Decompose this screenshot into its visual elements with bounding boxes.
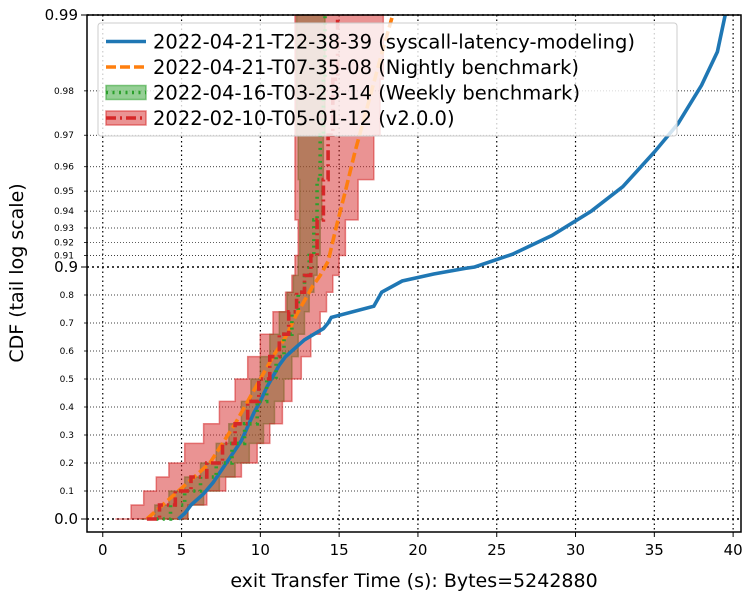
y-minor-tick-label: 0.4 (60, 403, 75, 413)
y-minor-tick-label: 0.97 (54, 131, 74, 141)
y-minor-tick-label: 0.93 (54, 224, 74, 234)
axis-ticks (81, 14, 734, 537)
legend: 2022-04-21-T22-38-39 (syscall-latency-mo… (97, 22, 678, 137)
y-minor-tick-label: 0.91 (54, 251, 74, 261)
x-tick-label: 10 (251, 541, 270, 559)
x-axis-label: exit Transfer Time (s): Bytes=5242880 (230, 570, 597, 592)
x-tick-label: 20 (408, 541, 427, 559)
y-minor-tick-label: 0.8 (60, 291, 75, 301)
y-minor-tick-label: 0.3 (60, 431, 74, 441)
y-minor-tick-label: 0.94 (54, 207, 74, 217)
y-minor-tick-label: 0.6 (60, 347, 75, 357)
legend-entry-4: 2022-02-10-T05-01-12 (v2.0.0) (153, 107, 455, 130)
series-lines (145, 14, 727, 521)
y-major-tick-label: 0.99 (45, 6, 78, 24)
series-4-line (146, 15, 340, 521)
y-axis-label: CDF (tail log scale) (6, 183, 28, 362)
x-tick-label: 30 (566, 541, 585, 559)
x-tick-label: 0 (98, 541, 108, 559)
x-tick-label: 5 (177, 541, 187, 559)
axis-tick-labels: 0 5 10 15 20 25 30 35 40 0.0 0.9 0.99 0.1 0.2 0.3 0.4 0.… (45, 6, 743, 559)
y-minor-tick-label: 0.5 (60, 375, 74, 385)
y-minor-tick-label: 0.7 (60, 319, 74, 329)
y-minor-tick-label: 0.95 (54, 187, 74, 197)
plot-frame (86, 14, 742, 533)
series-2-line (145, 14, 395, 521)
y-major-tick-label: 0.0 (54, 510, 78, 528)
legend-entry-2: 2022-04-21-T07-35-08 (Nightly benchmark) (153, 56, 579, 79)
y-minor-tick-label: 0.96 (54, 163, 74, 173)
x-tick-label: 40 (724, 541, 743, 559)
x-tick-label: 15 (330, 541, 349, 559)
x-tick-label: 25 (487, 541, 506, 559)
legend-entry-1: 2022-04-21-T22-38-39 (syscall-latency-mo… (153, 31, 635, 54)
y-minor-tick-label: 0.1 (60, 487, 74, 497)
x-tick-label: 35 (645, 541, 664, 559)
legend-entry-3: 2022-04-16-T03-23-14 (Weekly benchmark) (153, 82, 580, 105)
y-minor-tick-label: 0.98 (54, 87, 74, 97)
y-minor-tick-label: 0.2 (60, 459, 74, 469)
y-minor-tick-label: 0.92 (54, 239, 74, 249)
legend-frame (97, 22, 678, 137)
y-major-tick-label: 0.9 (54, 258, 78, 276)
